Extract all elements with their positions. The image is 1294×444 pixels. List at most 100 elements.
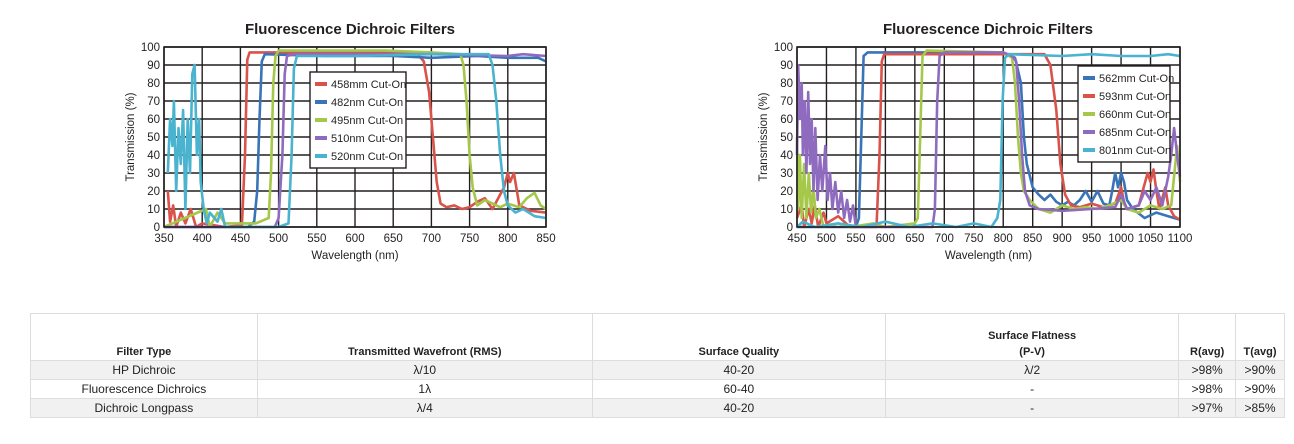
header-flatness-line2: (P-V) <box>1019 346 1045 358</box>
cell-surface-quality: 60-40 <box>591 379 886 399</box>
y-axis-title: Transmission (%) <box>125 92 137 181</box>
y-tick-label: 70 <box>147 96 160 108</box>
chart-right: Fluorescence Dichroic Filters 0 10 20 30 40 50… <box>758 21 1192 262</box>
x-tick-label: 750 <box>460 233 479 245</box>
series-line <box>164 52 547 229</box>
x-tick-label: 1100 <box>1168 233 1193 245</box>
cell-surface-quality: 40-20 <box>591 398 886 418</box>
y-tick-label: 30 <box>147 168 160 180</box>
cell-ravg: >98% <box>1178 360 1237 380</box>
y-tick-label: 70 <box>780 96 793 108</box>
legend-label: 482nm Cut-On <box>331 97 403 109</box>
x-tick-label: 650 <box>384 233 403 245</box>
cell-ravg: >98% <box>1178 379 1237 399</box>
y-tick-label: 40 <box>780 150 793 162</box>
chart-title: Fluorescence Dichroic Filters <box>883 21 1093 38</box>
header-surface-quality: Surface Quality <box>591 313 886 361</box>
y-tick-label: 100 <box>141 42 160 54</box>
x-tick-label: 450 <box>231 233 250 245</box>
y-tick-label: 20 <box>780 186 793 198</box>
cell-surface-quality: 40-20 <box>591 360 886 380</box>
cell-tavg: >85% <box>1235 398 1285 418</box>
x-tick-label: 800 <box>498 233 517 245</box>
y-tick-label: 90 <box>780 60 793 72</box>
cell-filter-type: Dichroic Longpass <box>30 398 258 418</box>
x-tick-label: 550 <box>846 233 865 245</box>
cell-wavefront: 1λ <box>256 379 593 399</box>
y-tick-label: 90 <box>147 60 160 72</box>
header-tavg: T(avg) <box>1235 313 1285 361</box>
header-surface-flatness: Surface Flatness (P-V) <box>884 313 1180 361</box>
x-tick-label: 600 <box>345 233 364 245</box>
x-tick-label: 350 <box>154 233 173 245</box>
table-row: Fluorescence Dichroics 1λ 60-40 - >98% >… <box>30 379 1285 399</box>
x-tick-label: 550 <box>307 233 326 245</box>
y-tick-label: 10 <box>147 204 160 216</box>
cell-filter-type: Fluorescence Dichroics <box>30 379 258 399</box>
y-tick-label: 100 <box>774 42 793 54</box>
x-tick-label: 850 <box>536 233 555 245</box>
x-axis-title: Wavelength (nm) <box>311 250 398 262</box>
x-tick-label: 800 <box>994 233 1013 245</box>
y-tick-label: 60 <box>780 114 793 126</box>
y-axis-title: Transmission (%) <box>758 92 770 181</box>
header-flatness-line1: Surface Flatness <box>988 330 1077 342</box>
cell-wavefront: λ/4 <box>256 398 593 418</box>
x-tick-label: 450 <box>787 233 806 245</box>
y-tick-label: 80 <box>147 78 160 90</box>
cell-filter-type: HP Dichroic <box>30 360 258 380</box>
legend-label: 593nm Cut-On <box>1099 91 1171 103</box>
y-tick-label: 20 <box>147 186 160 198</box>
cell-flatness: - <box>884 398 1180 418</box>
y-tick-label: 30 <box>780 168 793 180</box>
series-line <box>166 52 547 229</box>
legend-label: 458mm Cut-On <box>331 79 406 91</box>
x-tick-label: 700 <box>422 233 441 245</box>
series-line <box>796 52 1181 229</box>
cell-wavefront: λ/10 <box>256 360 593 380</box>
x-tick-label: 750 <box>964 233 983 245</box>
cell-ravg: >97% <box>1178 398 1237 418</box>
x-tick-label: 600 <box>876 233 895 245</box>
x-axis-title: Wavelength (nm) <box>945 250 1032 262</box>
legend-label: 510nm Cut-On <box>331 133 403 145</box>
series-line <box>163 49 547 229</box>
table-header-row: Filter Type Transmitted Wavefront (RMS) … <box>30 313 1285 361</box>
specs-table: Filter Type Transmitted Wavefront (RMS) … <box>30 313 1285 418</box>
legend-label: 520nm Cut-On <box>331 151 403 163</box>
x-tick-label: 1050 <box>1138 233 1164 245</box>
x-tick-label: 950 <box>1082 233 1101 245</box>
header-ravg: R(avg) <box>1178 313 1237 361</box>
header-wavefront: Transmitted Wavefront (RMS) <box>256 313 593 361</box>
legend-label: 801nm Cut-On <box>1099 145 1171 157</box>
x-tick-label: 850 <box>1023 233 1042 245</box>
table-row: HP Dichroic λ/10 40-20 λ/2 >98% >90% <box>30 360 1285 380</box>
y-tick-label: 0 <box>154 222 160 234</box>
y-tick-label: 10 <box>780 204 793 216</box>
plot-frame <box>796 46 1181 228</box>
chart-left: Fluorescence Dichroic Filters 0 10 20 30 40 50… <box>125 21 556 262</box>
table-row: Dichroic Longpass λ/4 40-20 - >97% >85% <box>30 398 1285 418</box>
x-tick-label: 500 <box>817 233 836 245</box>
legend-label: 562mm Cut-On <box>1099 73 1174 85</box>
chart-title: Fluorescence Dichroic Filters <box>245 21 455 38</box>
x-tick-label: 400 <box>193 233 212 245</box>
legend-label: 495nm Cut-On <box>331 115 403 127</box>
y-tick-label: 80 <box>780 78 793 90</box>
plot-frame <box>163 46 547 228</box>
x-tick-label: 650 <box>905 233 924 245</box>
x-tick-label: 500 <box>269 233 288 245</box>
y-tick-label: 0 <box>787 222 793 234</box>
y-tick-label: 60 <box>147 114 160 126</box>
cell-flatness: λ/2 <box>884 360 1180 380</box>
y-tick-label: 40 <box>147 150 160 162</box>
legend-label: 685nm Cut-On <box>1099 127 1171 139</box>
x-tick-label: 700 <box>935 233 954 245</box>
header-filter-type: Filter Type <box>30 313 258 361</box>
y-tick-label: 50 <box>780 132 793 144</box>
cell-flatness: - <box>884 379 1180 399</box>
x-tick-label: 1000 <box>1108 233 1134 245</box>
y-tick-label: 50 <box>147 132 160 144</box>
series-line <box>795 52 1181 229</box>
x-tick-label: 900 <box>1053 233 1072 245</box>
